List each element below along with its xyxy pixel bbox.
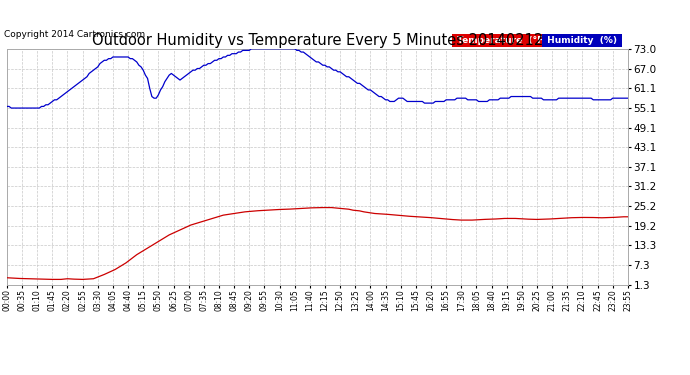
Text: Temperature  (°F): Temperature (°F) (454, 36, 551, 45)
Text: Humidity  (%): Humidity (%) (544, 36, 620, 45)
Text: Copyright 2014 Cartronics.com: Copyright 2014 Cartronics.com (4, 30, 145, 39)
Title: Outdoor Humidity vs Temperature Every 5 Minutes 20140212: Outdoor Humidity vs Temperature Every 5 … (92, 33, 543, 48)
